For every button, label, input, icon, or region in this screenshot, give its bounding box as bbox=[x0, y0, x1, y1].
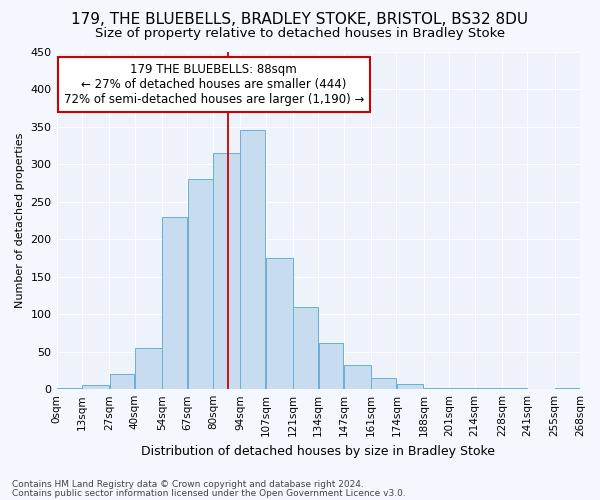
Bar bbox=[502, 388, 527, 389]
Bar bbox=[188, 179, 212, 389]
Bar bbox=[475, 388, 502, 389]
Bar bbox=[319, 342, 343, 389]
Bar bbox=[241, 130, 265, 389]
Bar bbox=[555, 388, 580, 389]
X-axis label: Distribution of detached houses by size in Bradley Stoke: Distribution of detached houses by size … bbox=[141, 444, 495, 458]
Y-axis label: Number of detached properties: Number of detached properties bbox=[15, 132, 25, 308]
Bar bbox=[57, 388, 82, 389]
Text: Contains HM Land Registry data © Crown copyright and database right 2024.: Contains HM Land Registry data © Crown c… bbox=[12, 480, 364, 489]
Bar bbox=[266, 258, 293, 389]
Bar bbox=[449, 388, 474, 389]
Bar bbox=[424, 388, 449, 389]
Bar bbox=[110, 374, 134, 389]
Bar bbox=[397, 384, 424, 389]
Text: Contains public sector information licensed under the Open Government Licence v3: Contains public sector information licen… bbox=[12, 488, 406, 498]
Bar bbox=[163, 216, 187, 389]
Bar bbox=[135, 348, 162, 389]
Bar bbox=[344, 365, 371, 389]
Text: 179 THE BLUEBELLS: 88sqm
← 27% of detached houses are smaller (444)
72% of semi-: 179 THE BLUEBELLS: 88sqm ← 27% of detach… bbox=[64, 63, 364, 106]
Bar bbox=[213, 153, 240, 389]
Text: 179, THE BLUEBELLS, BRADLEY STOKE, BRISTOL, BS32 8DU: 179, THE BLUEBELLS, BRADLEY STOKE, BRIST… bbox=[71, 12, 529, 28]
Bar bbox=[82, 384, 109, 389]
Text: Size of property relative to detached houses in Bradley Stoke: Size of property relative to detached ho… bbox=[95, 28, 505, 40]
Bar bbox=[293, 306, 318, 389]
Bar bbox=[371, 378, 396, 389]
